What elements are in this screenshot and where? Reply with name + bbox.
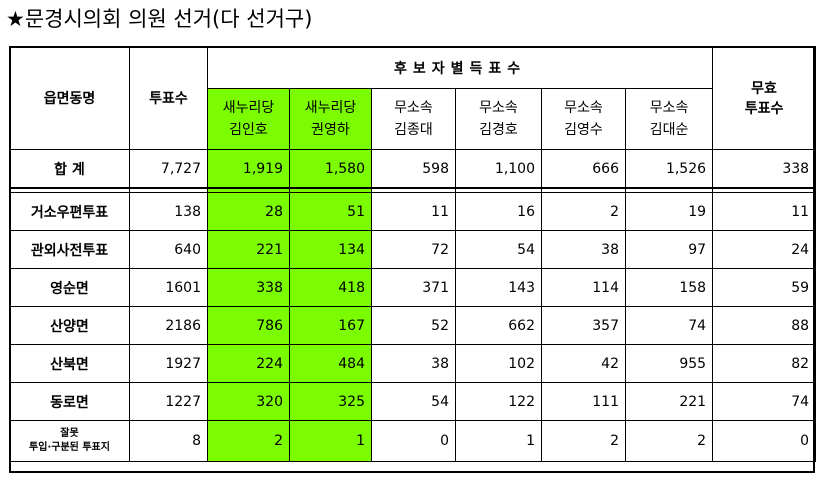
row-cell: 418 (289, 268, 372, 307)
total-row: 합 계 7,727 1,919 1,580 598 1,100 666 1,52… (9, 149, 817, 189)
row-cell: 158 (624, 268, 714, 307)
total-cell: 666 (541, 149, 626, 189)
row-cell: 111 (541, 382, 626, 421)
row-cell: 167 (289, 306, 372, 345)
row-cell: 72 (371, 230, 456, 269)
row-votes: 138 (129, 192, 208, 231)
total-cell: 1,526 (624, 149, 714, 189)
row-label-line1: 잘못 (60, 428, 79, 439)
header-invalid-line1: 무효 (751, 81, 777, 97)
total-cell: 598 (371, 149, 456, 189)
row-votes: 1227 (129, 382, 208, 421)
candidate-party: 무소속 (649, 100, 689, 116)
table-row: 거소우편투표 138 28 51 11 16 2 19 11 (9, 192, 817, 231)
total-votes: 7,727 (129, 149, 208, 189)
candidate-name: 김경호 (479, 122, 518, 138)
row-cell: 51 (289, 192, 372, 231)
total-invalid: 338 (712, 149, 817, 189)
table-frame (9, 46, 815, 473)
row-cell: 371 (371, 268, 456, 307)
candidate-party: 무소속 (564, 100, 603, 116)
row-cell: 325 (289, 382, 372, 421)
row-votes: 2186 (129, 306, 208, 345)
row-cell: 2 (541, 192, 626, 231)
candidate-party: 무소속 (479, 100, 518, 116)
row-cell: 114 (541, 268, 626, 307)
row-invalid: 11 (712, 192, 817, 231)
total-label: 합 계 (9, 149, 130, 189)
row-invalid: 82 (712, 344, 817, 383)
row-cell: 955 (624, 344, 714, 383)
row-votes: 640 (129, 230, 208, 269)
row-cell: 38 (541, 230, 626, 269)
row-votes: 8 (129, 420, 208, 462)
table-row: 관외사전투표 640 221 134 72 54 38 97 24 (9, 230, 817, 269)
total-cell: 1,919 (207, 149, 290, 189)
row-label-line2: 투입·구분된 투표지 (29, 442, 110, 453)
row-label: 잘못 투입·구분된 투표지 (9, 420, 130, 462)
page-title: ★문경시의회 의원 선거(다 선거구) (6, 7, 313, 31)
row-cell: 338 (207, 268, 290, 307)
row-invalid: 0 (712, 420, 817, 462)
row-cell: 221 (207, 230, 290, 269)
table-row: 영순면 1601 338 418 371 143 114 158 59 (9, 268, 817, 307)
results-table: 읍면동명 투표수 후보자별득표수 무효 투표수 새누리당 김인호 새누리당 권영하 … (9, 46, 817, 462)
row-cell: 320 (207, 382, 290, 421)
row-invalid: 74 (712, 382, 817, 421)
header-votes: 투표수 (129, 46, 208, 150)
candidate-name: 김대순 (649, 122, 689, 138)
row-cell: 19 (624, 192, 714, 231)
candidate-name: 김영수 (564, 122, 603, 138)
row-cell: 662 (455, 306, 542, 345)
row-cell: 134 (289, 230, 372, 269)
row-cell: 54 (455, 230, 542, 269)
row-cell: 786 (207, 306, 290, 345)
candidate-party: 무소속 (394, 100, 433, 116)
total-cell: 1,100 (455, 149, 542, 189)
candidate-name: 김종대 (394, 122, 433, 138)
header-invalid: 무효 투표수 (712, 46, 817, 150)
row-cell: 2 (624, 420, 714, 462)
row-cell: 357 (541, 306, 626, 345)
candidate-name: 김인호 (229, 122, 268, 138)
row-cell: 221 (624, 382, 714, 421)
row-cell: 143 (455, 268, 542, 307)
table-row-miscast: 잘못 투입·구분된 투표지 8 2 1 0 1 2 2 0 (9, 420, 817, 462)
candidate-name: 권영하 (311, 122, 350, 138)
row-votes: 1601 (129, 268, 208, 307)
row-cell: 74 (624, 306, 714, 345)
table-row: 산북면 1927 224 484 38 102 42 955 82 (9, 344, 817, 383)
table-row: 산양면 2186 786 167 52 662 357 74 88 (9, 306, 817, 345)
row-cell: 224 (207, 344, 290, 383)
header-region: 읍면동명 (9, 46, 130, 150)
candidate-party: 새누리당 (222, 100, 275, 116)
row-cell: 52 (371, 306, 456, 345)
header-invalid-line2: 투표수 (744, 101, 784, 117)
candidate-party: 새누리당 (304, 100, 357, 116)
total-cell: 1,580 (289, 149, 372, 189)
row-label: 산양면 (9, 306, 130, 345)
row-cell: 122 (455, 382, 542, 421)
row-invalid: 88 (712, 306, 817, 345)
